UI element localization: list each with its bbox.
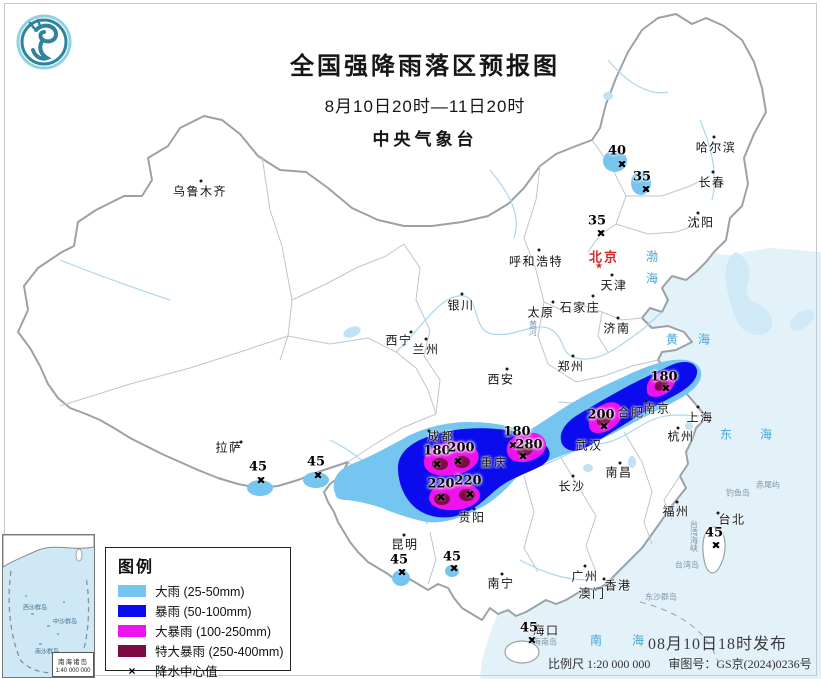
dragon-icon <box>31 23 59 61</box>
precip-center-icon: × <box>128 663 136 678</box>
sea-area <box>480 248 821 679</box>
legend-label: 暴雨 (50-100mm) <box>155 605 252 619</box>
inset-scale-value: 1:40 000 000 <box>55 668 91 674</box>
forecast-time-range: 8月10日20时—11日20时 <box>324 97 526 116</box>
legend-item: 大雨 (25-50mm) <box>118 584 290 599</box>
legend: 图例 大雨 (25-50mm) 暴雨 (50-100mm) 大暴雨 (100-250… <box>105 547 291 679</box>
legend-item: 暴雨 (50-100mm) <box>118 604 290 619</box>
dash-line <box>639 601 719 663</box>
publish-time: 08月10日18时发布 <box>648 636 788 653</box>
inset-island-label: 西沙群岛 <box>22 605 48 612</box>
legend-marker-item: × 降水中心值 <box>118 663 290 679</box>
inset-island-label: 中沙群岛 <box>52 619 78 626</box>
legend-swatch <box>118 584 146 597</box>
legend-swatch <box>118 624 146 637</box>
rain-patches-light <box>247 150 651 586</box>
scale-line: 比例尺 1:20 000 000 审图号：GS京(2024)0236号 <box>548 655 821 672</box>
legend-item: 特大暴雨 (250-400mm) <box>118 644 290 659</box>
inset-scale-box: 南海诸岛 1:40 000 000 <box>52 652 94 677</box>
inset-island-label: 南沙群岛 <box>34 649 60 656</box>
legend-label: 特大暴雨 (250-400mm) <box>155 645 284 659</box>
page-title: 全国强降雨落区预报图 <box>290 53 560 80</box>
legend-item: 大暴雨 (100-250mm) <box>118 624 290 639</box>
rivers <box>59 59 715 581</box>
inset-map <box>3 535 94 674</box>
legend-rows: 大雨 (25-50mm) 暴雨 (50-100mm) 大暴雨 (100-250mm)… <box>118 584 290 679</box>
south-china-sea-inset: 西沙群岛 中沙群岛南沙群岛 南海诸岛 1:40 000 000 <box>2 534 95 678</box>
legend-label: 大暴雨 (100-250mm) <box>155 625 271 639</box>
agency-name: 中央气象台 <box>372 130 478 149</box>
taiwan-island <box>702 526 726 574</box>
legend-swatch <box>118 604 146 617</box>
legend-marker-label: 降水中心值 <box>155 665 218 679</box>
japan-island <box>789 309 815 331</box>
inset-scale-title: 南海诸岛 <box>58 659 88 666</box>
lakes <box>343 92 693 472</box>
legend-swatch <box>118 644 146 657</box>
hainan-island <box>504 640 540 664</box>
legend-label: 大雨 (25-50mm) <box>155 585 245 599</box>
scale-label: 比例尺 1:20 000 000 <box>548 657 651 671</box>
agency-logo <box>16 14 72 70</box>
rain-extreme-cores <box>432 379 668 505</box>
image-frame <box>4 3 817 676</box>
legend-title: 图例 <box>118 559 155 576</box>
map-header: 全国强降雨落区预报图 8月10日20时—11日20时 中央气象台 <box>240 46 610 150</box>
korea-land <box>725 252 773 335</box>
approval-number: 审图号：GS京(2024)0236号 <box>668 657 812 671</box>
